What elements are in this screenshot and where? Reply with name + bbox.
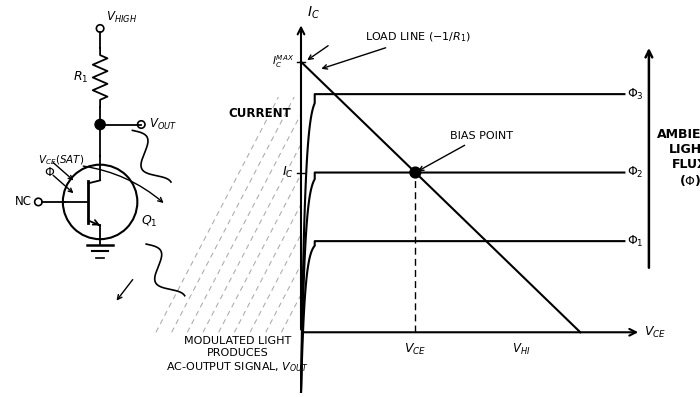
Text: $V_{OUT}$: $V_{OUT}$: [149, 117, 177, 132]
Text: MODULATED LIGHT
PRODUCES
AC-OUTPUT SIGNAL, $V_{OUT}$: MODULATED LIGHT PRODUCES AC-OUTPUT SIGNA…: [166, 336, 309, 374]
Text: $\Phi_3$: $\Phi_3$: [627, 87, 644, 102]
Text: $I_C$: $I_C$: [307, 4, 320, 21]
Text: $\Phi_1$: $\Phi_1$: [627, 233, 644, 249]
Text: CURRENT: CURRENT: [228, 107, 291, 120]
Text: $V_{HIGH}$: $V_{HIGH}$: [106, 10, 137, 25]
Text: $I_C^{MAX}$: $I_C^{MAX}$: [272, 53, 294, 70]
Text: LOAD LINE $(-1/R_1)$: LOAD LINE $(-1/R_1)$: [323, 31, 470, 69]
Text: $I_C$: $I_C$: [282, 165, 294, 180]
Text: $R_1$: $R_1$: [73, 70, 88, 85]
Text: BIAS POINT: BIAS POINT: [419, 131, 512, 170]
Circle shape: [410, 167, 421, 178]
Text: $\Phi_2$: $\Phi_2$: [627, 165, 644, 180]
Text: NC: NC: [15, 195, 32, 208]
Text: $Q_1$: $Q_1$: [141, 214, 158, 229]
Text: $\Phi$: $\Phi$: [43, 166, 55, 179]
Text: $V_{HI}$: $V_{HI}$: [512, 342, 531, 357]
Text: $V_{CE}(SAT)$: $V_{CE}(SAT)$: [38, 153, 85, 167]
Circle shape: [95, 119, 105, 129]
Text: $V_{CE}$: $V_{CE}$: [644, 325, 666, 340]
Text: AMBIENT-
LIGHT
FLUX
($\Phi$): AMBIENT- LIGHT FLUX ($\Phi$): [657, 127, 700, 188]
Text: $V_{CE}$: $V_{CE}$: [405, 342, 426, 357]
